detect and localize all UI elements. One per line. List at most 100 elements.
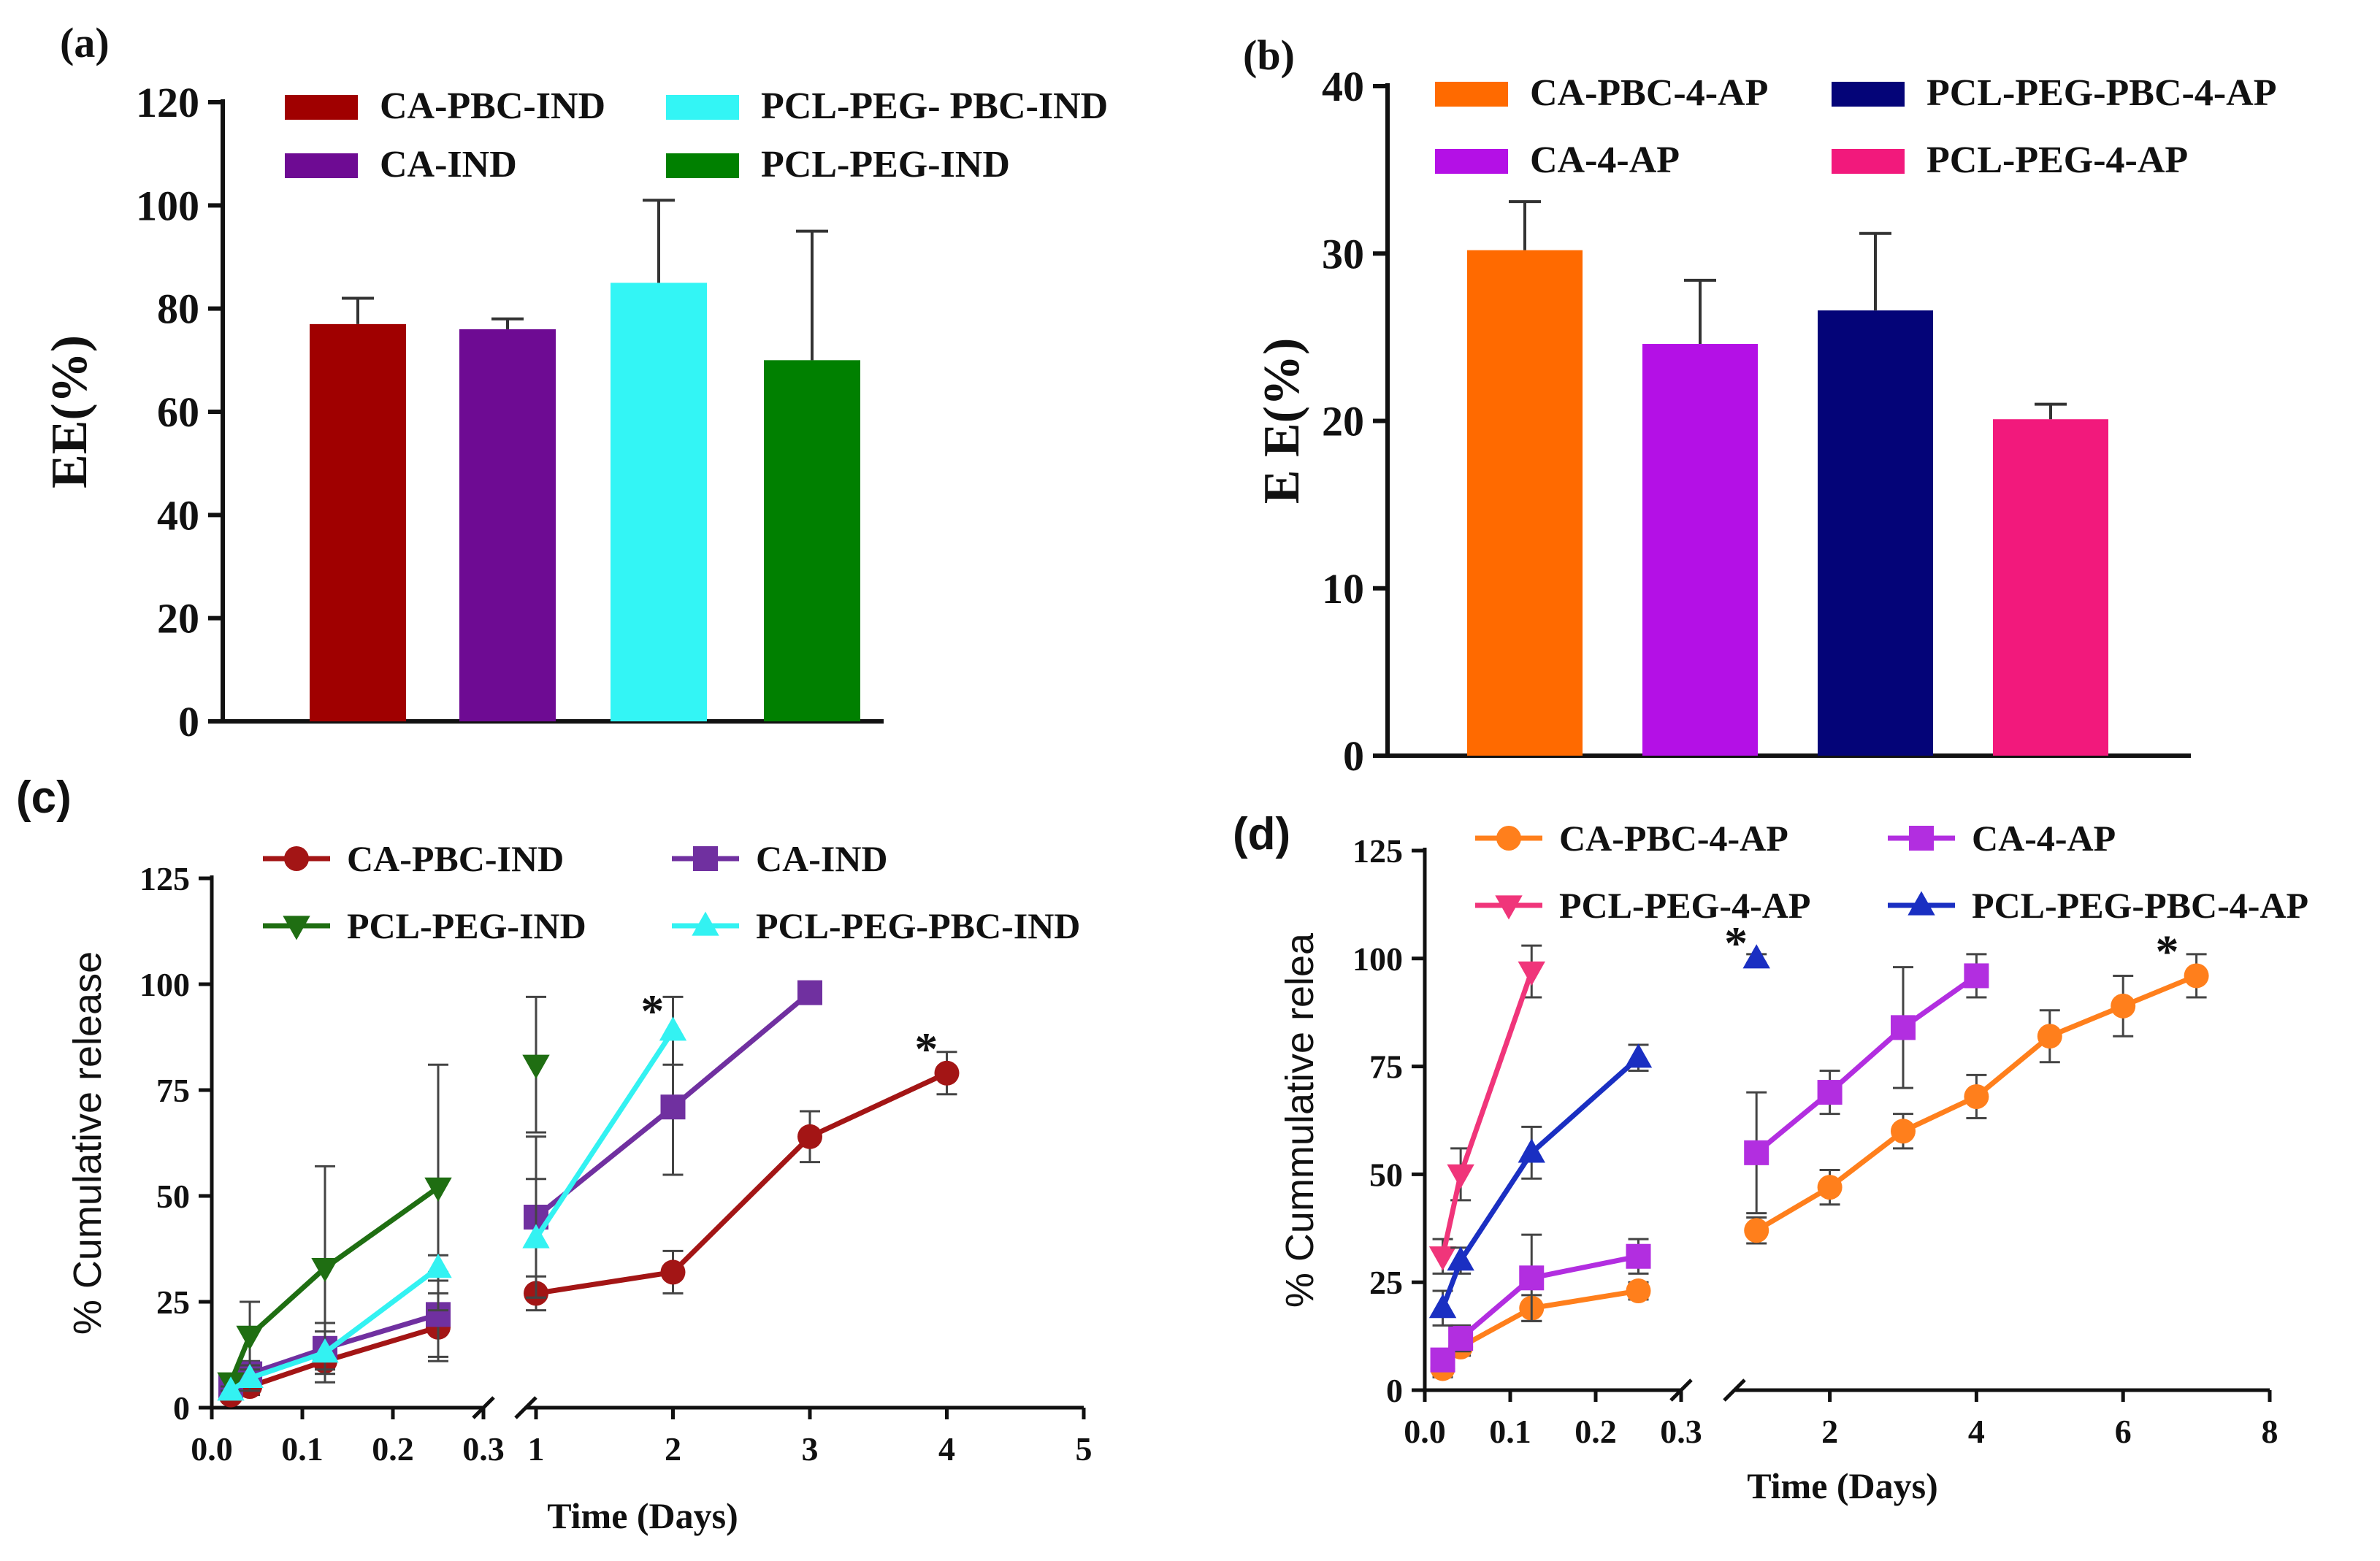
series-line [228,1185,440,1384]
data-point [797,980,822,1005]
legend-label-ca-pbc-ind: CA-PBC-IND [380,85,605,127]
data-point [217,1376,245,1401]
data-point [424,1254,452,1278]
series-pcl-peg-pbc-4-ap [1428,944,1770,1327]
bar-pcl-peg-ind [764,360,860,721]
panel-a: (a) EE(%) 0 20 40 60 80 100 120 CA-PBC-IND PCL-PEG… [42,19,1108,745]
y-axis-label: % Cummulative relea [1278,932,1322,1308]
y-tick-label: 75 [1369,1048,1403,1086]
legend-label-ca-4-ap: CA-4-AP [1530,139,1680,181]
y-tick-label: 10 [1322,565,1364,613]
y-tick-label: 125 [1352,832,1403,870]
legend-label-ca-pbc-4-ap: CA-PBC-4-AP [1530,72,1768,114]
legend-label-ca-pbc-ind: CA-PBC-IND [347,838,564,879]
series-pcl-peg-ind [217,995,550,1397]
x-tick-label: 5 [1076,1430,1093,1468]
x-axis-label: Time (Days) [547,1495,738,1536]
series-line [1754,973,1978,1155]
y-tick-label: 0 [173,1389,190,1427]
legend-label-pcl-peg-ind: PCL-PEG-IND [347,905,586,946]
data-point [1518,1138,1545,1163]
x-tick-label: 4 [1968,1413,1985,1450]
series-line [535,1070,948,1296]
y-tick-label: 80 [157,285,199,333]
data-point [1891,1119,1916,1144]
series-ca-4-ap [1430,953,1989,1373]
y-axis-label: EE(%) [42,335,98,488]
legend-swatch-pcl-peg-ind [666,153,739,178]
series-ca-pbc-4-ap [1430,953,2209,1381]
data-point [1817,1080,1843,1105]
data-point [1518,961,1545,986]
panel-d: (d) % Cummulative relea Time (Days) 0 25 50 75… [1233,809,2308,1506]
data-point [2037,1024,2062,1049]
x-tick-label: 0.2 [372,1430,414,1468]
legend-label-ca-pbc-4-ap: CA-PBC-4-AP [1559,818,1788,859]
axis-break-mark [514,1396,537,1419]
legend-marker-pcl-peg-4-ap [1495,895,1523,920]
data-point [236,1363,264,1388]
panel-label: (b) [1243,31,1295,79]
y-tick-label: 25 [1369,1264,1403,1301]
y-tick-label: 60 [157,388,199,436]
y-tick-label: 0 [1343,732,1364,780]
y-tick-label: 40 [157,491,199,539]
series-line [229,1265,440,1393]
legend-marker-pcl-peg-pbc-4-ap [1908,891,1935,916]
legend-swatch-pcl-peg-pbc-4-ap [1832,82,1905,107]
data-point [660,1259,686,1285]
x-tick-label: 3 [802,1430,819,1468]
legend-swatch-pcl-peg-pbc-ind [666,95,739,120]
legend-label-ca-4-ap: CA-4-AP [1972,818,2116,859]
x-tick-label: 1 [528,1430,545,1468]
legend-swatch-pcl-peg-4-ap [1832,149,1905,174]
data-point [1447,1246,1474,1271]
legend-label-pcl-peg-pbc-4-ap: PCL-PEG-PBC-4-AP [1972,885,2308,926]
series-line [1440,1056,1640,1309]
significance-asterisk: * [640,985,664,1037]
y-tick-label: 25 [156,1284,190,1321]
series-line [1440,970,1534,1257]
y-tick-label: 100 [136,182,199,229]
data-point [2111,993,2136,1019]
data-point [1428,1246,1457,1271]
data-point [1964,963,1989,989]
series-pcl-peg-pbc-ind [217,995,687,1401]
data-point [522,1224,550,1249]
y-tick-label: 20 [157,595,199,643]
bar-ca-ind [459,329,556,721]
x-tick-label: 6 [2115,1413,2132,1450]
bar-ca-pbc-ind [310,323,406,721]
legend-marker-pcl-peg-pbc-ind [692,911,719,936]
bar-ca-4-ap [1642,344,1758,756]
significance-asterisk: * [1724,917,1748,969]
data-point [311,1338,339,1363]
data-point [797,1124,822,1149]
legend-marker-ca-pbc-4-ap [1496,826,1521,851]
x-tick-label: 0.0 [1404,1413,1446,1450]
y-tick-label: 100 [139,966,190,1003]
data-point [1428,1294,1457,1319]
axis-break-mark [1723,1378,1746,1402]
legend-swatch-ca-4-ap [1435,149,1508,174]
data-point [1447,1164,1474,1189]
panel-label: (a) [60,19,110,66]
panel-label: (d) [1233,809,1290,859]
data-point [522,1054,550,1079]
y-tick-label: 50 [1369,1156,1403,1193]
data-point [1744,1140,1769,1165]
x-tick-label: 2 [665,1430,681,1468]
legend-label-pcl-peg-4-ap: PCL-PEG-4-AP [1559,885,1810,926]
x-tick-label: 0.3 [1660,1413,1702,1450]
x-tick-label: 0.3 [462,1430,505,1468]
panel-b: (b) E E(%) 0 10 20 30 40 CA-PBC-4-AP PCL-PEG-PBC… [1243,31,2276,780]
legend-marker-pcl-peg-ind [283,916,310,940]
legend-label-ca-ind: CA-IND [380,144,517,185]
data-point [1964,1084,1989,1109]
legend-label-pcl-peg-4-ap: PCL-PEG-4-AP [1926,139,2188,181]
data-point [2184,963,2209,989]
y-tick-label: 30 [1322,230,1364,277]
data-point [1891,1015,1916,1040]
panel-label: (c) [16,772,72,823]
